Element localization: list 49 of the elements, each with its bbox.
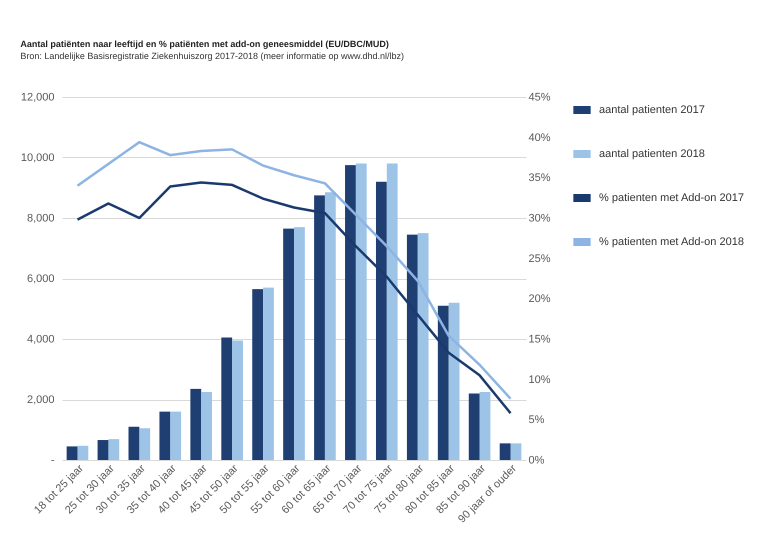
- bar: [190, 388, 202, 460]
- bar: [386, 164, 398, 460]
- bar: [356, 164, 367, 460]
- bar: [263, 288, 274, 460]
- y-tick-label: 6,000: [26, 273, 54, 285]
- bar: [252, 289, 264, 460]
- bar: [98, 440, 108, 460]
- bar: [139, 428, 150, 460]
- legend-label: % patienten met Add-on 2018: [599, 236, 744, 248]
- y-tick-label: 4,000: [26, 334, 54, 346]
- y2-tick-label: 20%: [528, 293, 551, 306]
- y-tick-label: 2,000: [26, 394, 54, 406]
- bar: [221, 337, 232, 460]
- bar: [232, 340, 243, 460]
- bar: [159, 412, 170, 460]
- y2-tick-label: 35%: [528, 172, 551, 184]
- line-series: [76, 140, 512, 400]
- bar: [324, 192, 336, 460]
- y2-tick-label: 15%: [528, 334, 551, 346]
- y2-tick-label: 0%: [528, 454, 545, 466]
- y-tick-label: -: [50, 454, 55, 466]
- y2-tick-label: 25%: [528, 252, 551, 265]
- y2-tick-label: 10%: [528, 374, 551, 386]
- bar: [468, 393, 480, 460]
- chart-title: Aantal patiënten naar leeftijd en % patiënten met add-on geneesmiddel (EU/DBC/MUD): [20, 39, 389, 49]
- bar: [418, 233, 429, 460]
- legend-label: aantal patienten 2017: [599, 104, 705, 116]
- y2-tick-label: 5%: [528, 414, 545, 426]
- bar: [128, 426, 140, 460]
- y-tick-label: 10,000: [20, 152, 54, 164]
- bar: [510, 443, 522, 460]
- bar: [201, 392, 212, 460]
- bar: [500, 443, 511, 460]
- y2-tick-label: 45%: [528, 92, 551, 104]
- legend-label: aantal patienten 2018: [599, 148, 705, 160]
- bar: [480, 392, 490, 460]
- y2-tick-label: 40%: [528, 132, 551, 144]
- bar: [66, 446, 78, 460]
- y-tick-label: 8,000: [26, 212, 54, 224]
- legend-label: % patienten met Add-on 2017: [599, 192, 744, 204]
- bar: [448, 302, 460, 460]
- bar: [170, 412, 182, 460]
- bar: [77, 446, 88, 460]
- bar: [108, 439, 120, 460]
- bar: [294, 227, 305, 460]
- chart-subtitle: Bron: Landelijke Basisregistratie Ziekenhuiszorg 2017-2018 (meer informatie op www.dhd.nl/lbz): [20, 51, 404, 61]
- y2-tick-label: 30%: [528, 212, 551, 224]
- y-tick-label: 12,000: [20, 92, 54, 104]
- bar: [283, 228, 294, 460]
